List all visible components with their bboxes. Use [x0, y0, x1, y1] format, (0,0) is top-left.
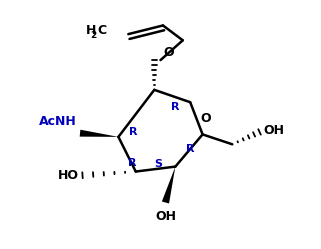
Text: R: R	[128, 158, 136, 168]
Text: O: O	[200, 112, 211, 125]
Polygon shape	[162, 167, 175, 203]
Polygon shape	[80, 130, 118, 137]
Text: H: H	[86, 24, 96, 37]
Text: R: R	[129, 127, 137, 137]
Text: AcNH: AcNH	[39, 115, 76, 128]
Text: S: S	[154, 159, 162, 169]
Text: OH: OH	[263, 124, 284, 137]
Text: O: O	[163, 46, 174, 59]
Text: R: R	[186, 144, 195, 154]
Text: C: C	[97, 24, 107, 37]
Text: HO: HO	[58, 169, 79, 182]
Text: 2: 2	[90, 31, 96, 40]
Text: R: R	[171, 102, 180, 112]
Text: OH: OH	[155, 210, 176, 223]
